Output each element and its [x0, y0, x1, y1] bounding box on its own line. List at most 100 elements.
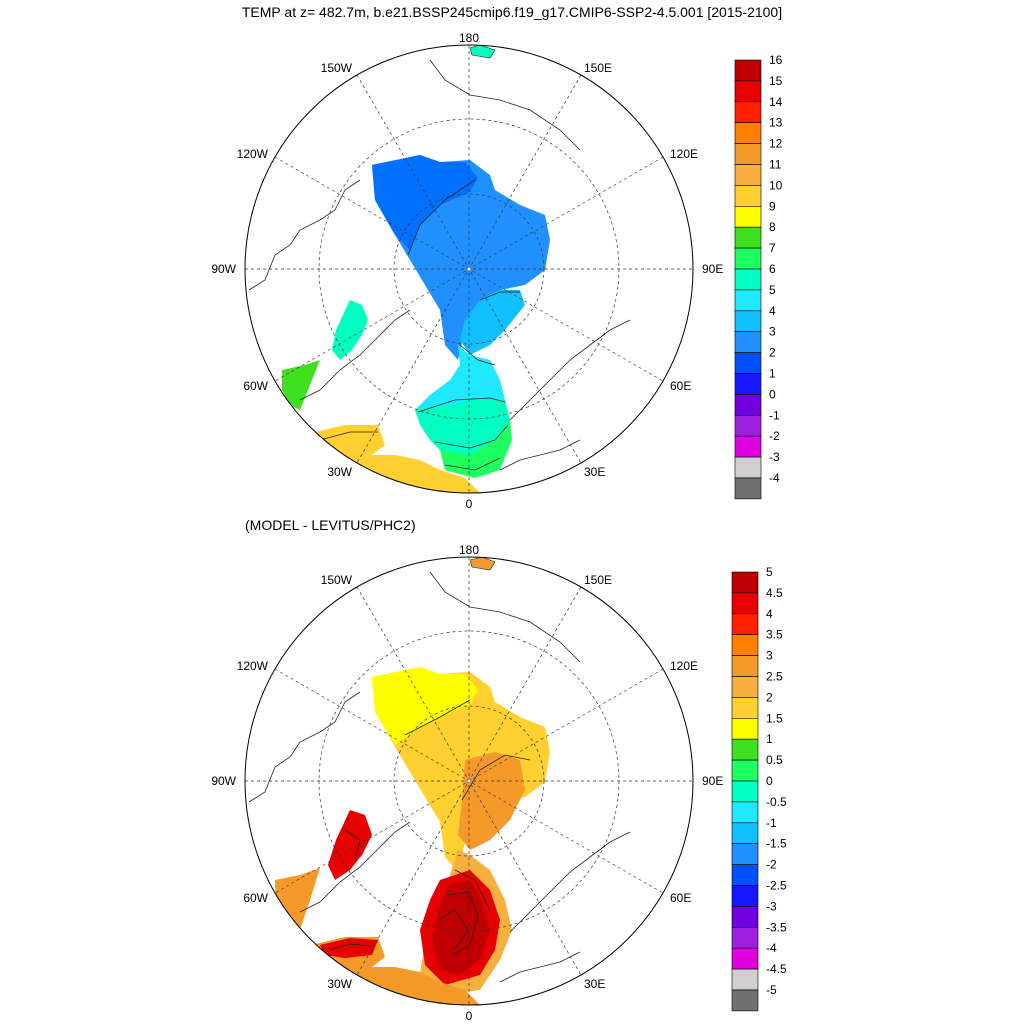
- bottom-label-30e: 30E: [584, 977, 605, 991]
- bottom-colorbar-label: 2: [766, 690, 773, 704]
- top-colorbar-swatch: [734, 456, 762, 479]
- top-region-beaufort: [372, 155, 478, 250]
- top-label-60e: 60E: [670, 379, 691, 393]
- top-colorbar-label: 5: [769, 283, 776, 297]
- top-map-panel: 180 0 90W 90E 150W 150E 120W 120E 60W 60…: [211, 31, 723, 511]
- top-colorbar-label: 7: [769, 241, 776, 255]
- top-colorbar-swatch: [734, 352, 762, 374]
- bottom-colorbar-label: 2.5: [766, 670, 783, 684]
- bottom-colorbar-swatch: [731, 697, 759, 719]
- top-region-nordic-south: [440, 420, 512, 478]
- top-colorbar-label: 8: [769, 220, 776, 234]
- top-colorbar-swatch: [734, 143, 762, 165]
- top-label-180: 180: [459, 31, 479, 45]
- bottom-colorbar-swatch: [731, 592, 759, 615]
- top-colorbar-swatch: [734, 122, 762, 144]
- top-colorbar-label: 13: [769, 116, 783, 130]
- bottom-colorbar-swatch: [731, 717, 759, 740]
- top-colorbar-swatch: [734, 289, 762, 312]
- top-colorbar-label: -3: [769, 450, 780, 464]
- top-colorbar-label: 4: [769, 304, 776, 318]
- top-label-120w: 120W: [237, 147, 269, 161]
- bottom-colorbar-swatch: [731, 801, 759, 824]
- bottom-label-30w: 30W: [327, 977, 352, 991]
- top-colorbar-swatch: [734, 331, 762, 353]
- bottom-colorbar-label: 0: [766, 774, 773, 788]
- bottom-colorbar-swatch: [731, 571, 759, 594]
- top-colorbar-label: 0: [769, 387, 776, 401]
- bottom-label-90w: 90W: [211, 774, 236, 788]
- bottom-label-0: 0: [466, 1009, 473, 1023]
- top-colorbar-label: 6: [769, 262, 776, 276]
- top-colorbar-swatch: [734, 164, 762, 186]
- bottom-colorbar-label: 0.5: [766, 753, 783, 767]
- top-colorbar-label: 10: [769, 178, 783, 192]
- bottom-colorbar-swatch: [731, 780, 759, 803]
- bottom-map-boundary: [244, 556, 694, 1006]
- top-colorbar-swatch: [734, 226, 762, 249]
- bottom-colorbar-label: 4.5: [766, 586, 783, 600]
- top-colorbar-swatch: [734, 59, 762, 82]
- bottom-region-labrador: [275, 868, 320, 930]
- top-label-120e: 120E: [670, 147, 698, 161]
- bottom-label-150w: 150W: [321, 573, 353, 587]
- top-label-150w: 150W: [321, 61, 353, 75]
- bottom-colorbar-swatch: [731, 655, 759, 677]
- bottom-colorbar-label: 1: [766, 732, 773, 746]
- bottom-colorbar-swatch: [731, 906, 759, 928]
- bottom-colorbar-label: -3: [766, 899, 777, 913]
- top-colorbar-label: 14: [769, 95, 783, 109]
- bottom-colorbar-label: -3.5: [766, 920, 787, 934]
- bottom-region-irminger: [320, 938, 378, 958]
- bottom-colorbar-label: -1: [766, 816, 777, 830]
- bottom-colorbar-label: -4: [766, 941, 777, 955]
- top-colorbar-label: 1: [769, 367, 776, 381]
- bottom-colorbar: 5 4.5 4 3.5 3 2.5 2 1.5 1 0.5 0 -0.5 -1 -1.5 -2 -2.5 -3 -…: [731, 565, 787, 1012]
- top-colorbar-label: 15: [769, 74, 783, 88]
- top-colorbar-label: -2: [769, 429, 780, 443]
- top-label-0: 0: [466, 497, 473, 511]
- bottom-colorbar-swatch: [731, 822, 759, 844]
- bottom-colorbar-label: -4.5: [766, 962, 787, 976]
- bottom-colorbar-label: -1.5: [766, 837, 787, 851]
- bottom-colorbar-swatch: [731, 759, 759, 782]
- difference-subtitle: (MODEL - LEVITUS/PHC2): [245, 517, 416, 533]
- top-colorbar-swatch: [734, 185, 762, 207]
- bottom-colorbar-label: -2: [766, 858, 777, 872]
- top-colorbar-swatch: [734, 373, 762, 395]
- top-colorbar-label: -1: [769, 408, 780, 422]
- bottom-colorbar-swatch: [731, 634, 759, 656]
- bottom-label-120e: 120E: [670, 659, 698, 673]
- plot-title: TEMP at z= 482.7m, b.e21.BSSP245cmip6.f1…: [241, 4, 783, 20]
- bottom-region-barents: [458, 752, 525, 850]
- bottom-label-60w: 60W: [243, 891, 268, 905]
- bottom-region-nordic-core: [432, 880, 490, 975]
- top-colorbar-swatch: [734, 414, 762, 437]
- bottom-colorbar-label: 3.5: [766, 628, 783, 642]
- bottom-colorbar-swatch: [731, 864, 759, 886]
- top-region-barents: [460, 290, 525, 355]
- top-colorbar-label: 11: [769, 158, 782, 172]
- top-label-30w: 30W: [327, 465, 352, 479]
- top-colorbar-label: -4: [769, 471, 780, 485]
- top-colorbar-label: 2: [769, 346, 776, 360]
- top-region-labrador: [282, 360, 320, 410]
- bottom-colorbar-label: -0.5: [766, 795, 787, 809]
- top-colorbar-swatch: [734, 247, 762, 270]
- top-label-150e: 150E: [584, 61, 612, 75]
- bottom-colorbar-swatch: [731, 968, 759, 991]
- bottom-colorbar-swatch: [731, 676, 759, 698]
- bottom-colorbar-label: 1.5: [766, 711, 783, 725]
- top-colorbar-swatch: [734, 310, 762, 332]
- top-colorbar-swatch: [734, 80, 762, 103]
- bottom-label-150e: 150E: [584, 573, 612, 587]
- bottom-label-90e: 90E: [702, 774, 723, 788]
- top-colorbar-label: 9: [769, 199, 776, 213]
- bottom-map-panel: 180 0 90W 90E 150W 150E 120W 120E 60W 60…: [211, 543, 723, 1023]
- bottom-colorbar-label: 4: [766, 607, 773, 621]
- bottom-colorbar-label: -5: [766, 983, 777, 997]
- top-label-30e: 30E: [584, 465, 605, 479]
- top-region-baffin: [332, 300, 368, 360]
- top-label-60w: 60W: [243, 379, 268, 393]
- bottom-colorbar-label: 5: [766, 565, 773, 579]
